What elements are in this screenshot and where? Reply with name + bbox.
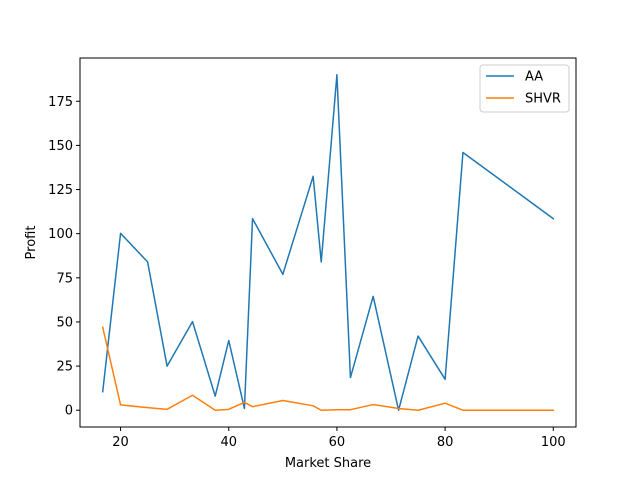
series-line-aa [101, 74, 555, 411]
plot-area [101, 74, 555, 411]
y-tick-label: 50 [56, 315, 73, 330]
y-tick-label: 25 [56, 360, 73, 375]
axes-frame [79, 57, 577, 428]
y-axis-label: Profit [24, 226, 39, 260]
legend-label-aa: AA [525, 70, 543, 85]
x-tick-label: 100 [541, 435, 566, 450]
y-tick-label: 75 [56, 271, 73, 286]
x-axis: 20 40 60 80 100 [112, 427, 566, 450]
x-tick-label: 60 [329, 435, 346, 450]
x-tick-label: 40 [220, 435, 237, 450]
legend: AA SHVR [479, 64, 570, 113]
legend-label-shvr: SHVR [525, 92, 561, 107]
x-tick-label: 20 [112, 435, 129, 450]
y-tick-label: 125 [48, 183, 73, 198]
x-axis-label: Market Share [285, 456, 371, 471]
x-tick-label: 80 [437, 435, 454, 450]
y-tick-label: 0 [65, 404, 73, 419]
series-line-shvr [101, 326, 555, 411]
y-tick-label: 100 [48, 227, 73, 242]
y-tick-label: 175 [48, 95, 73, 110]
y-axis: 0 25 50 75 100 125 150 175 [48, 95, 80, 419]
y-tick-label: 150 [48, 139, 73, 154]
